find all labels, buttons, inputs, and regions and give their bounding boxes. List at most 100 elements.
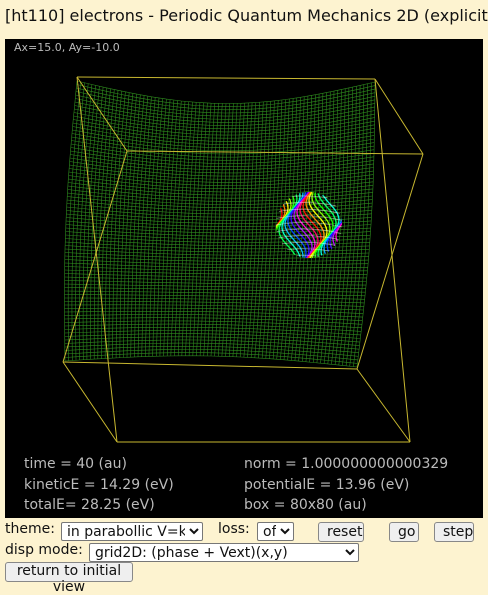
theme-label: theme: — [5, 521, 55, 537]
wire-line — [76, 76, 128, 152]
grid-line — [64, 333, 360, 343]
grid-line — [64, 304, 364, 311]
grid-line — [298, 94, 316, 362]
grid-line — [64, 339, 360, 350]
grid-line — [64, 349, 358, 361]
grid-line — [345, 84, 365, 366]
grid-line — [64, 287, 366, 293]
wire-line — [76, 76, 118, 443]
phase-line — [320, 192, 340, 258]
grid-line — [64, 294, 365, 300]
grid-line — [243, 102, 260, 358]
simulation-canvas[interactable]: Ax=15.0, Ay=-10.0 time = 40 (au) norm = … — [5, 39, 483, 518]
grid-line — [272, 98, 290, 360]
grid-line — [64, 280, 367, 286]
grid-line — [305, 93, 324, 362]
grid-line — [65, 224, 371, 234]
grid-line — [258, 100, 275, 359]
grid-line — [64, 342, 359, 353]
wire-line — [126, 150, 424, 155]
grid-line — [64, 352, 358, 364]
window-title: [ht110] electrons - Periodic Quantum Mec… — [5, 6, 488, 25]
axes-readout: Ax=15.0, Ay=-10.0 — [14, 41, 120, 54]
bounding-box — [62, 76, 424, 443]
disp-mode-label: disp mode: — [5, 542, 83, 558]
wireframe-scene — [62, 76, 424, 443]
grid-line — [316, 91, 335, 363]
grid-line — [64, 252, 369, 259]
grid-line — [261, 100, 279, 359]
grid-line — [64, 327, 361, 336]
kinetic-energy-readout: kineticE = 14.29 (eV) — [24, 477, 174, 493]
grid-line — [65, 220, 372, 231]
box-size-readout: box = 80x80 (au) — [244, 497, 367, 513]
phase-line — [317, 192, 337, 258]
grid-line — [64, 273, 367, 279]
theme-select[interactable]: in parabollic V=k r^2 — [61, 522, 203, 541]
grid-line — [331, 87, 350, 365]
return-to-initial-view-button[interactable]: return to initial view — [5, 562, 133, 595]
grid-line — [247, 101, 264, 358]
norm-readout: norm = 1.000000000000329 — [244, 456, 449, 472]
grid-line — [64, 307, 364, 314]
grid-line — [64, 320, 362, 329]
potential-surface-grid — [64, 80, 376, 368]
grid-line — [64, 283, 366, 289]
total-energy-readout: totalE= 28.25 (eV) — [24, 497, 155, 513]
go-button[interactable]: go — [389, 522, 419, 542]
grid-line — [225, 103, 242, 357]
grid-line — [64, 297, 365, 304]
grid-line — [64, 314, 363, 321]
grid-line — [287, 96, 305, 361]
wire-line — [62, 361, 118, 443]
grid-line — [291, 96, 309, 361]
packet-grid-line — [276, 235, 342, 241]
grid-line — [229, 103, 245, 357]
wire-line — [62, 361, 358, 370]
time-readout: time = 40 (au) — [24, 456, 127, 472]
grid-line — [356, 81, 376, 368]
grid-line — [64, 301, 364, 307]
grid-line — [64, 330, 361, 339]
packet-grid-line — [276, 215, 342, 221]
reset-button[interactable]: reset — [318, 522, 364, 542]
grid-line — [64, 317, 363, 325]
grid-line — [64, 336, 360, 346]
grid-line — [64, 259, 369, 266]
grid-line — [64, 276, 367, 282]
loss-select[interactable]: off — [257, 522, 294, 541]
grid-line — [353, 82, 372, 367]
grid-line — [232, 102, 249, 357]
grid-line — [64, 290, 366, 297]
disp-mode-select[interactable]: grid2D: (phase + Vext)(x,y) — [89, 543, 359, 562]
grid-line — [265, 99, 283, 359]
grid-line — [64, 269, 368, 275]
grid-line — [221, 103, 238, 357]
grid-line — [312, 91, 331, 363]
grid-line — [64, 255, 369, 262]
loss-label: loss: — [218, 521, 250, 537]
grid-line — [218, 103, 234, 357]
potential-energy-readout: potentialE = 13.96 (eV) — [244, 477, 410, 493]
grid-line — [64, 323, 362, 332]
grid-line — [65, 234, 371, 243]
grid-line — [64, 266, 368, 272]
grid-line — [338, 86, 357, 366]
grid-line — [64, 346, 359, 357]
grid-line — [239, 102, 257, 358]
grid-line — [254, 101, 271, 358]
wire-line — [356, 153, 424, 370]
wire-line — [374, 78, 411, 443]
grid-line — [250, 101, 268, 358]
grid-line — [64, 262, 368, 269]
step-button[interactable]: step — [434, 522, 474, 542]
packet-grid-line — [276, 228, 342, 234]
packet-grid-line — [276, 222, 342, 228]
grid-line — [236, 102, 253, 357]
grid-line — [214, 103, 230, 357]
grid-line — [334, 87, 353, 365]
grid-line — [64, 311, 363, 318]
packet-grid-line — [276, 208, 342, 215]
grid-line — [64, 355, 358, 368]
grid-line — [276, 98, 294, 360]
